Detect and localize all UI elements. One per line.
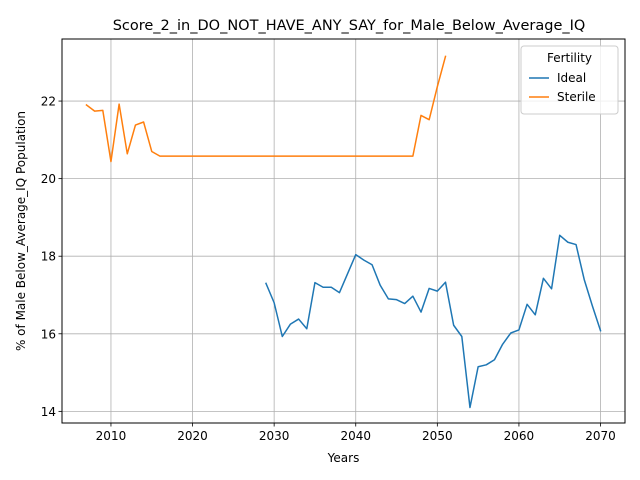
- x-tick-label: 2070: [585, 429, 616, 443]
- legend-label-ideal: Ideal: [557, 71, 586, 85]
- legend-title: Fertility: [547, 51, 592, 65]
- x-tick-label: 2030: [259, 429, 290, 443]
- x-tick-label: 2020: [177, 429, 208, 443]
- x-tick-label: 2060: [504, 429, 535, 443]
- y-tick-label: 14: [41, 405, 56, 419]
- x-axis-label: Years: [327, 451, 360, 465]
- x-tick-label: 2050: [422, 429, 453, 443]
- legend: Fertility Ideal Sterile: [520, 45, 619, 115]
- series-layer: [85, 55, 602, 409]
- y-axis-label: % of Male Below_Average_IQ Population: [14, 111, 28, 351]
- y-tick-label: 22: [41, 95, 56, 109]
- x-tick-label: 2010: [96, 429, 127, 443]
- y-axis: 14 16 18 20 22: [41, 95, 62, 419]
- y-tick-label: 20: [41, 172, 56, 186]
- x-axis: 2010 2020 2030 2040 2050 2060 2070: [96, 423, 616, 443]
- y-tick-label: 18: [41, 250, 56, 264]
- legend-label-sterile: Sterile: [557, 90, 596, 104]
- series-line-ideal: [265, 234, 602, 409]
- plot-frame: [61, 38, 626, 424]
- x-tick-label: 2040: [340, 429, 371, 443]
- chart-title: Score_2_in_DO_NOT_HAVE_ANY_SAY_for_Male_…: [113, 18, 586, 34]
- y-tick-label: 16: [41, 327, 56, 341]
- grid: [62, 39, 625, 423]
- series-line-sterile: [85, 55, 447, 163]
